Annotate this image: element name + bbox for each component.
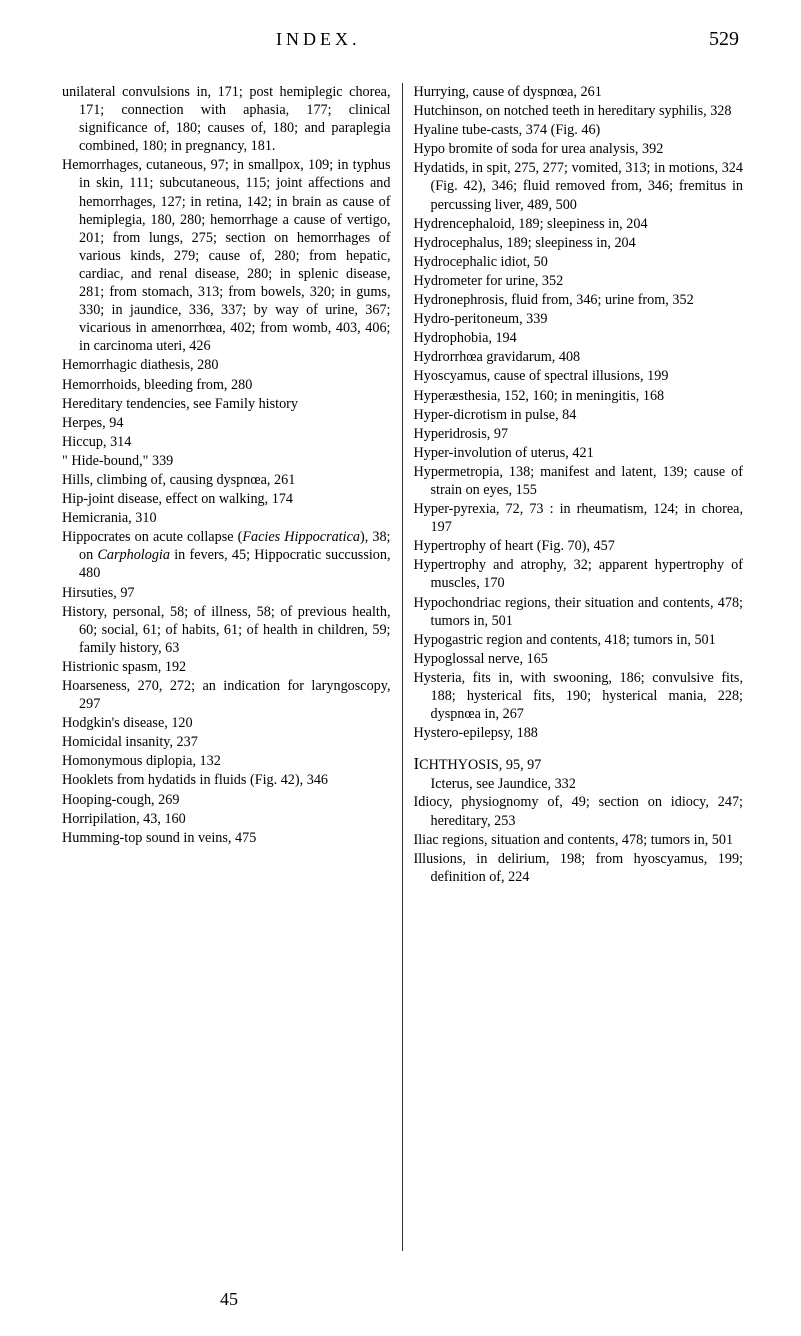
index-entry: Hip-joint disease, effect on walking, 17…	[62, 490, 391, 508]
page-header: INDEX. 529	[62, 28, 743, 51]
index-entry: Hurrying, cause of dyspnœa, 261	[414, 83, 744, 101]
index-entry: Iliac regions, situation and con­tents, …	[414, 831, 744, 849]
index-entry: Hiccup, 314	[62, 433, 391, 451]
index-entry: Hypertrophy of heart (Fig. 70), 457	[414, 537, 744, 555]
index-entry: Hysteria, fits in, with swooning, 186; c…	[414, 669, 744, 723]
index-entry: ICHTHYOSIS, 95, 97	[414, 755, 744, 774]
index-entry: Hydatids, in spit, 275, 277; vomit­ed, 3…	[414, 159, 744, 213]
index-entry: Hodgkin's disease, 120	[62, 714, 391, 732]
index-entry: Hereditary tendencies, see Family histor…	[62, 395, 391, 413]
index-entry: Hippocrates on acute collapse (Fa­cies H…	[62, 528, 391, 582]
index-entry: Illusions, in delirium, 198; from hyoscy…	[414, 850, 744, 886]
index-entry: History, personal, 58; of illness, 58; o…	[62, 603, 391, 657]
index-entry: Hyoscyamus, cause of spectral il­lusions…	[414, 367, 744, 385]
index-entry: Hydrocephalic idiot, 50	[414, 253, 744, 271]
index-entry: Hoarseness, 270, 272; an indica­tion for…	[62, 677, 391, 713]
header-title: INDEX.	[276, 29, 361, 50]
index-entry: Hypertrophy and atrophy, 32; ap­parent h…	[414, 556, 744, 592]
index-entry: Hirsuties, 97	[62, 584, 391, 602]
index-entry: Hemorrhages, cutaneous, 97; in smallpox,…	[62, 156, 391, 355]
index-entry: Hyper-involution of uterus, 421	[414, 444, 744, 462]
left-column: unilateral convulsions in, 171; post hem…	[62, 83, 403, 1251]
index-entry: Hypogastric region and contents, 418; tu…	[414, 631, 744, 649]
index-entry: Hemicrania, 310	[62, 509, 391, 527]
right-column: Hurrying, cause of dyspnœa, 261 Hutchins…	[403, 83, 744, 1251]
index-entry: Hills, climbing of, causing dyspnœa, 261	[62, 471, 391, 489]
index-entry: Hyper-pyrexia, 72, 73 : in rheuma­tism, …	[414, 500, 744, 536]
index-entry: Hyper-dicrotism in pulse, 84	[414, 406, 744, 424]
index-entry: unilateral convulsions in, 171; post hem…	[62, 83, 391, 155]
index-entry: Hyperæsthesia, 152, 160; in men­ingitis,…	[414, 387, 744, 405]
entry-text: CHTHYOSIS, 95, 97	[419, 757, 541, 773]
page-number-bottom: 45	[220, 1289, 238, 1310]
index-entry: Hydrocephalus, 189; sleepiness in, 204	[414, 234, 744, 252]
index-entry: Hystero-epilepsy, 188	[414, 724, 744, 742]
index-entry: Hemorrhagic diathesis, 280	[62, 356, 391, 374]
index-entry: Hyaline tube-casts, 374 (Fig. 46)	[414, 121, 744, 139]
index-entry: Herpes, 94	[62, 414, 391, 432]
index-entry: Hyperidrosis, 97	[414, 425, 744, 443]
index-entry: Hypoglossal nerve, 165	[414, 650, 744, 668]
index-entry: Hemorrhoids, bleeding from, 280	[62, 376, 391, 394]
section-gap	[414, 743, 744, 755]
index-entry: Homicidal insanity, 237	[62, 733, 391, 751]
index-entry: Hypermetropia, 138; manifest and latent,…	[414, 463, 744, 499]
index-entry: Hypo bromite of soda for urea ana­lysis,…	[414, 140, 744, 158]
index-entry: Histrionic spasm, 192	[62, 658, 391, 676]
entry-italic: Fa­cies Hippocratica	[242, 529, 360, 545]
index-entry: Hutchinson, on notched teeth in heredita…	[414, 102, 744, 120]
index-entry-sub: Icterus, see Jaundice, 332	[414, 775, 744, 793]
index-entry: " Hide-bound," 339	[62, 452, 391, 470]
index-entry: Hydro-peritoneum, 339	[414, 310, 744, 328]
index-entry: Hydronephrosis, fluid from, 346; urine f…	[414, 291, 744, 309]
index-entry: Horripilation, 43, 160	[62, 810, 391, 828]
entry-text: Hippocrates on acute collapse (	[62, 529, 242, 545]
index-entry: Hydrophobia, 194	[414, 329, 744, 347]
index-entry: Hooklets from hydatids in fluids (Fig. 4…	[62, 771, 391, 789]
page-number-top: 529	[709, 28, 739, 51]
index-entry: Hypochondriac regions, their situa­tion …	[414, 594, 744, 630]
index-entry: Homonymous diplopia, 132	[62, 752, 391, 770]
index-entry: Hooping-cough, 269	[62, 791, 391, 809]
index-entry: Hydrometer for urine, 352	[414, 272, 744, 290]
index-entry: Hydrencephaloid, 189; sleepiness in, 204	[414, 215, 744, 233]
index-columns: unilateral convulsions in, 171; post hem…	[62, 83, 743, 1251]
index-entry: Hydrorrhœa gravidarum, 408	[414, 348, 744, 366]
entry-italic: Car­phologia	[97, 547, 170, 563]
index-entry: Idiocy, physiognomy of, 49; section on i…	[414, 793, 744, 829]
index-entry: Humming-top sound in veins, 475	[62, 829, 391, 847]
